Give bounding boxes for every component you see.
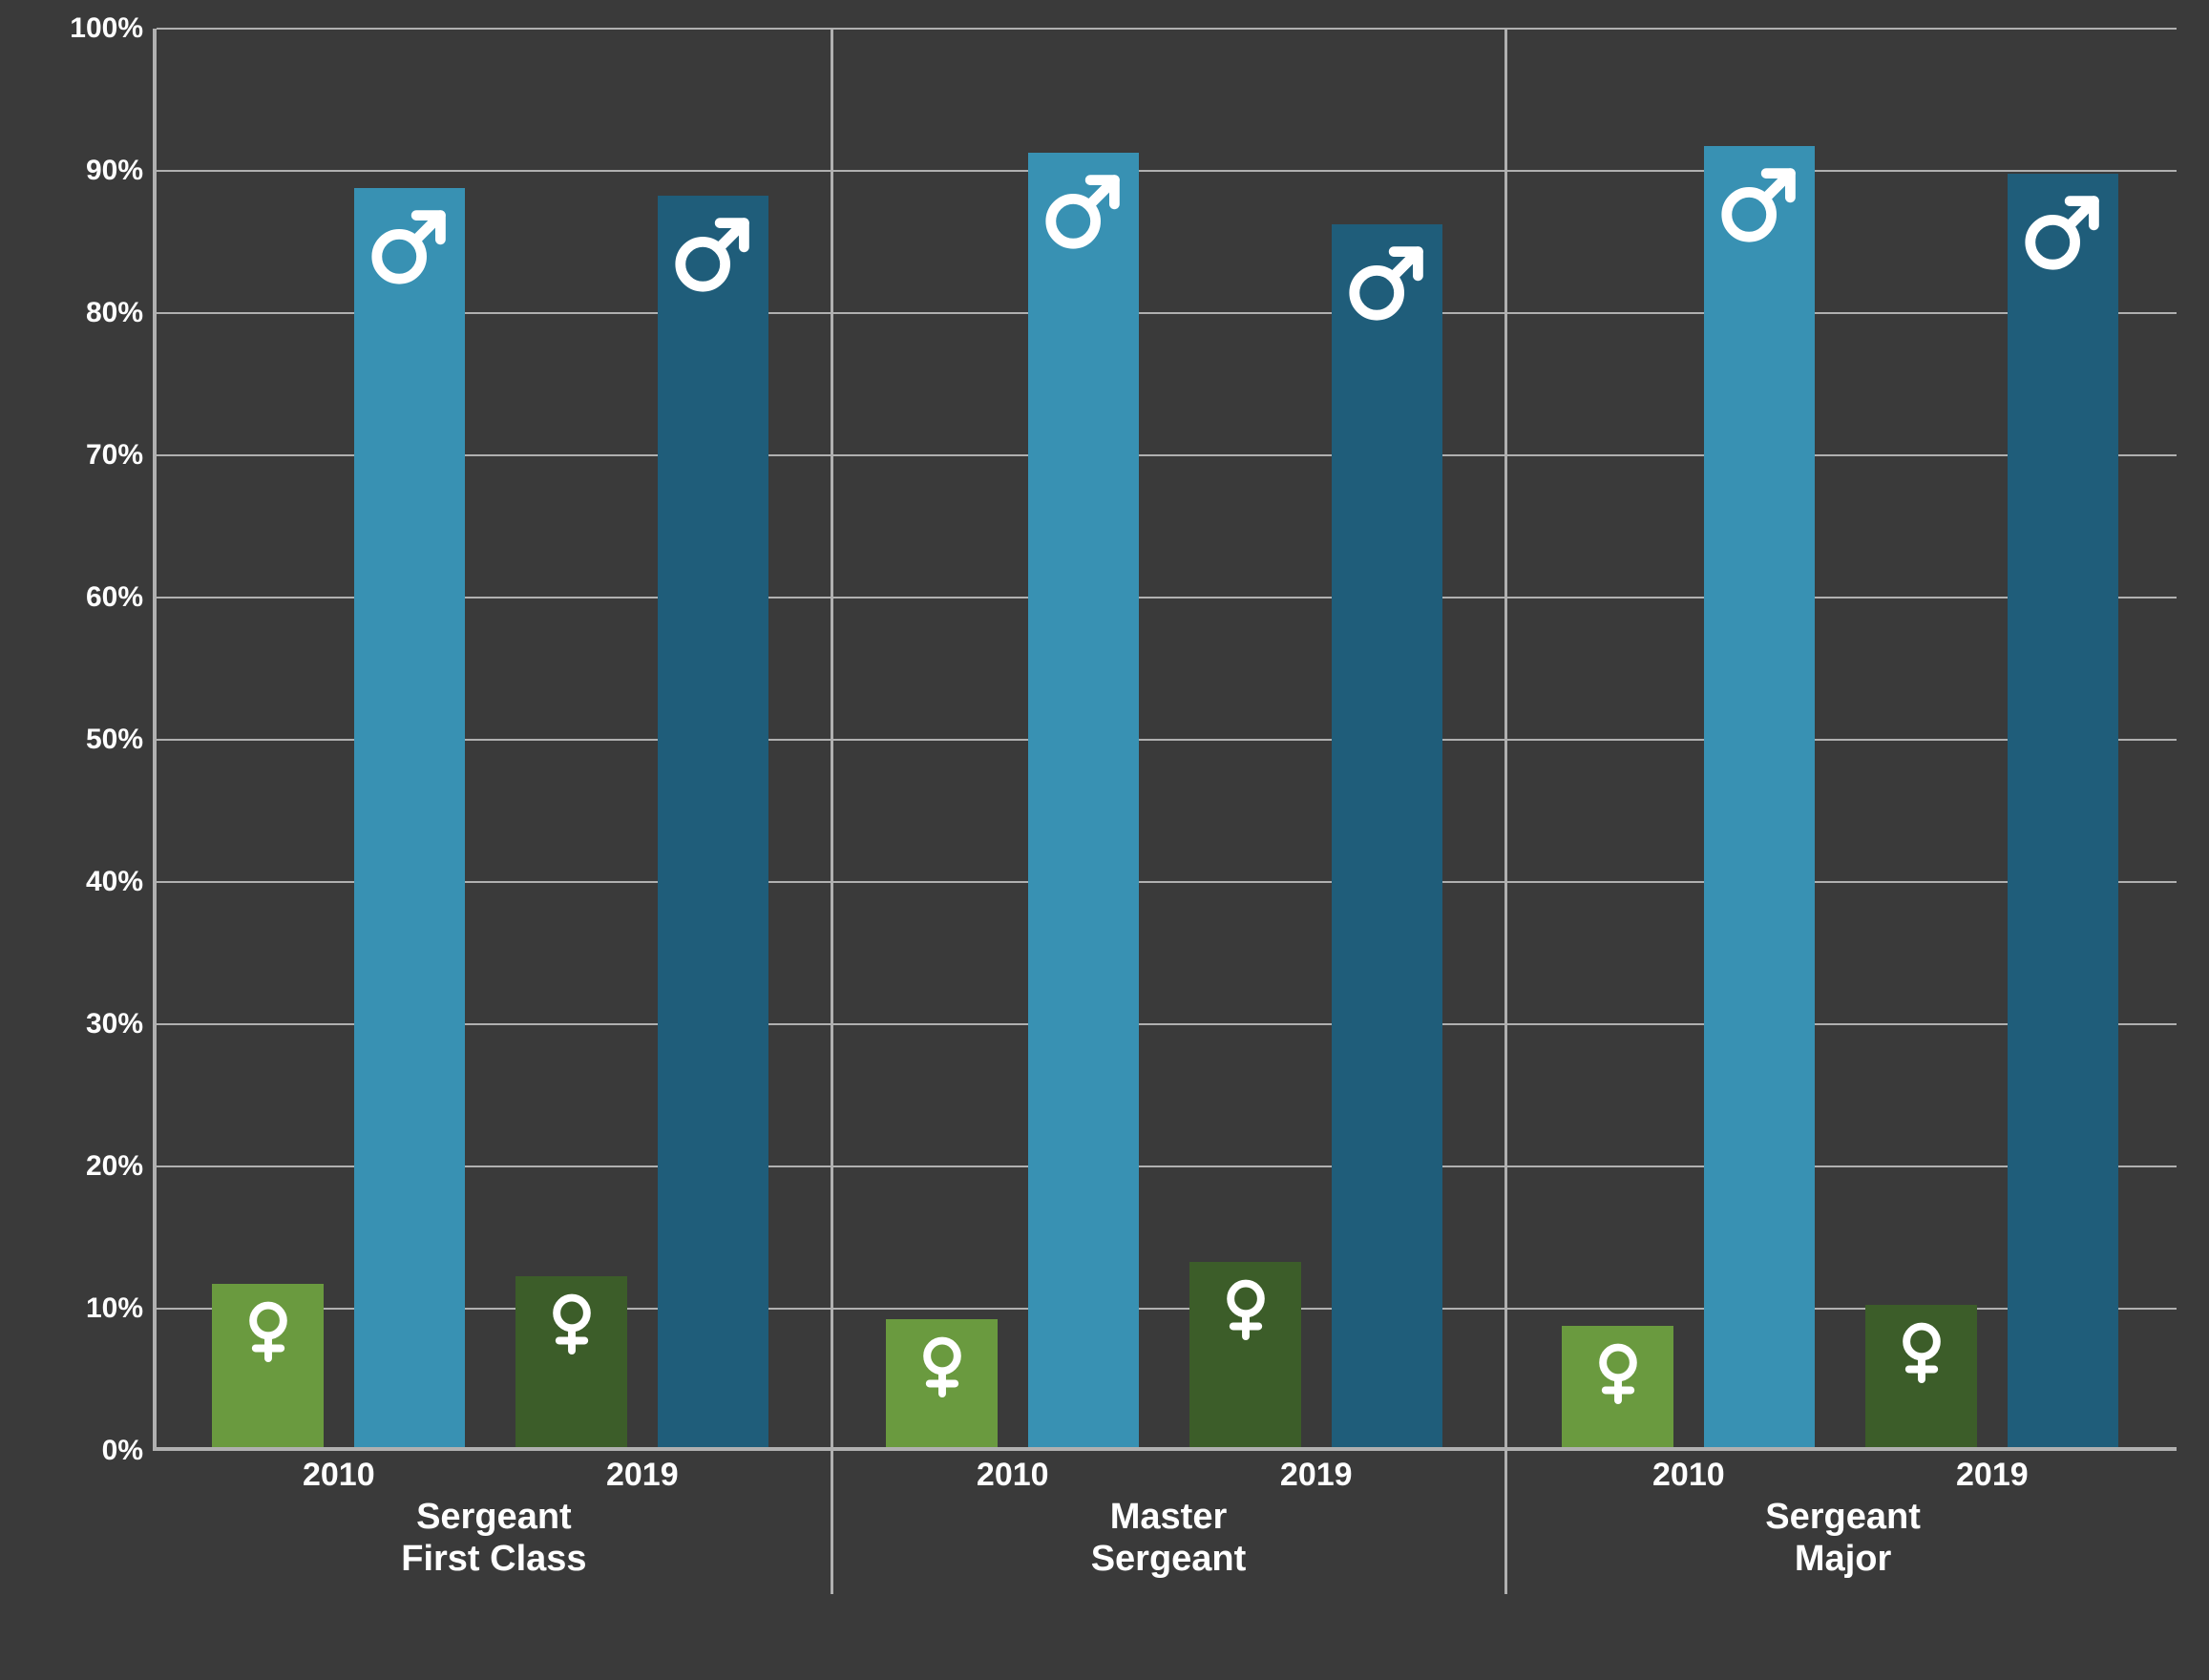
male-icon [670, 211, 756, 302]
section-divider [831, 29, 833, 1594]
male-icon [1041, 168, 1126, 259]
bar-male [1332, 224, 1443, 1447]
y-tick-label: 90% [86, 155, 157, 187]
y-tick-label: 0% [102, 1435, 157, 1467]
male-icon [1344, 240, 1430, 330]
y-tick-label: 80% [86, 297, 157, 329]
bar-male [354, 188, 466, 1447]
female-icon [540, 1292, 603, 1359]
x-rank-label: Sergeant Major [1765, 1447, 1921, 1580]
y-tick-label: 40% [86, 866, 157, 898]
x-rank-label: Sergeant First Class [401, 1447, 586, 1580]
gender-by-rank-chart: 0% 10% 20% 30% 40% 50% 60% 70% 80% 90% 100% 2010 201… [0, 0, 2209, 1680]
x-year-label: 2019 [1280, 1447, 1353, 1494]
x-year-label: 2010 [1652, 1447, 1725, 1494]
female-icon [911, 1334, 974, 1402]
female-icon [1890, 1320, 1953, 1388]
female-icon [237, 1299, 300, 1367]
y-tick-label: 100% [70, 12, 157, 45]
bar-male [658, 196, 769, 1447]
bar-female [1562, 1326, 1673, 1447]
y-tick-label: 30% [86, 1008, 157, 1040]
female-icon [1214, 1277, 1277, 1345]
x-rank-label: Master Sergeant [1091, 1447, 1247, 1580]
x-year-label: 2010 [303, 1447, 375, 1494]
x-year-label: 2019 [606, 1447, 679, 1494]
bar-male [1028, 153, 1140, 1447]
male-icon [367, 203, 452, 294]
bar-female [515, 1276, 627, 1447]
plot-area: 0%10%20%30%40%50%60%70%80%90%100%2010201… [153, 29, 2177, 1451]
bar-female [1189, 1262, 1301, 1447]
male-icon [1716, 161, 1802, 252]
y-tick-label: 20% [86, 1150, 157, 1183]
y-tick-label: 10% [86, 1292, 157, 1325]
x-year-label: 2010 [977, 1447, 1049, 1494]
gridline [157, 28, 2177, 30]
y-tick-label: 70% [86, 439, 157, 472]
y-tick-label: 60% [86, 581, 157, 614]
bar-male [2008, 174, 2119, 1447]
bar-female [886, 1319, 998, 1447]
gridline [157, 170, 2177, 172]
bar-male [1704, 146, 1816, 1447]
bar-female [1865, 1305, 1977, 1447]
bar-female [212, 1284, 324, 1447]
female-icon [1587, 1341, 1650, 1409]
section-divider [1504, 29, 1507, 1594]
x-year-label: 2019 [1956, 1447, 2029, 1494]
male-icon [2020, 189, 2106, 280]
y-tick-label: 50% [86, 724, 157, 756]
